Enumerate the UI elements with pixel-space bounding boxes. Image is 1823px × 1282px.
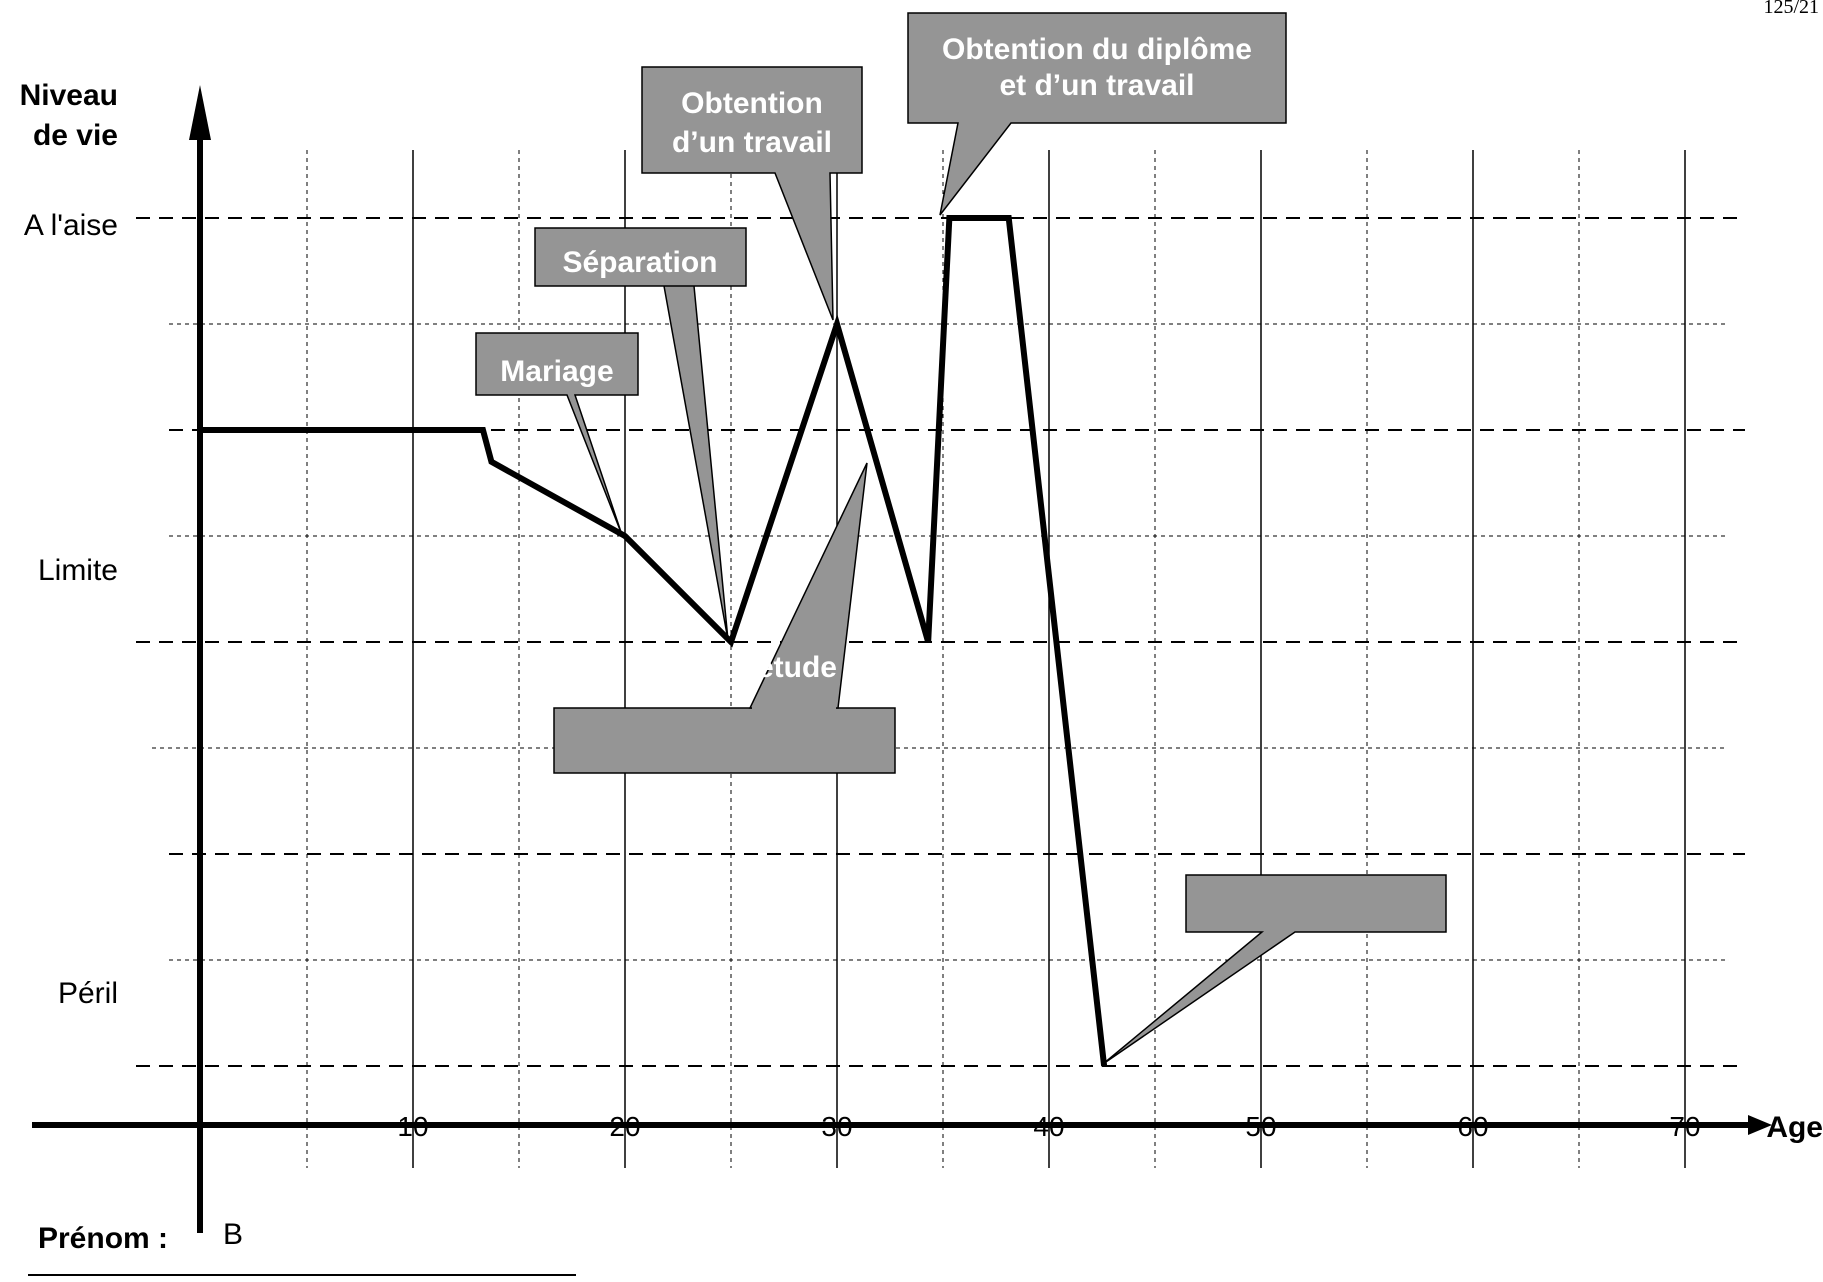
y-level-label: A l'aise [24, 209, 118, 242]
prenom-underline [28, 1274, 576, 1276]
axes [32, 85, 1772, 1233]
callout-separation [534, 227, 747, 641]
callout-etude [553, 707, 896, 774]
annotation-label: d’un travail [672, 126, 832, 159]
y-level-label: Limite [38, 554, 118, 587]
series-line-1 [201, 215, 1108, 1067]
annotation-label: étude [757, 651, 837, 684]
labels: 10 20 30 40 50 60 70 Age Niveau de vie A l'aise Lim… [20, 33, 1823, 1144]
x-tick-label: 70 [1669, 1111, 1700, 1142]
x-axis-title: Age [1766, 1111, 1823, 1144]
x-tick-label: 30 [821, 1111, 852, 1142]
callout-mariage [475, 332, 639, 536]
y-axis-title-line2: de vie [33, 119, 118, 152]
annotation-label: Séparation [562, 246, 717, 279]
x-tick-label: 60 [1457, 1111, 1488, 1142]
y-axis-arrow [189, 85, 211, 140]
x-axis-arrow [1748, 1115, 1772, 1135]
annotation-label: Obtention [681, 87, 823, 120]
callouts [475, 12, 1447, 1065]
annotation-label: Mariage [500, 355, 613, 388]
x-tick-label: 20 [609, 1111, 640, 1142]
y-level-label: Péril [58, 977, 118, 1010]
x-tick-label: 40 [1033, 1111, 1064, 1142]
callout-bottom [1102, 874, 1447, 1065]
y-axis-title-line1: Niveau [20, 79, 118, 112]
callout-diplome [907, 12, 1287, 216]
grid [136, 150, 1745, 1168]
prenom-label: Prénom : [38, 1222, 169, 1255]
x-tick-label: 50 [1245, 1111, 1276, 1142]
page-number: 125/21 [1763, 0, 1819, 18]
x-tick-label: 10 [397, 1111, 428, 1142]
prenom-value: B [223, 1218, 244, 1251]
annotation-label: Obtention du diplôme [942, 33, 1252, 66]
annotation-label: et d’un travail [999, 69, 1194, 102]
series [200, 215, 1108, 1067]
callout-obtention-travail [641, 66, 863, 321]
